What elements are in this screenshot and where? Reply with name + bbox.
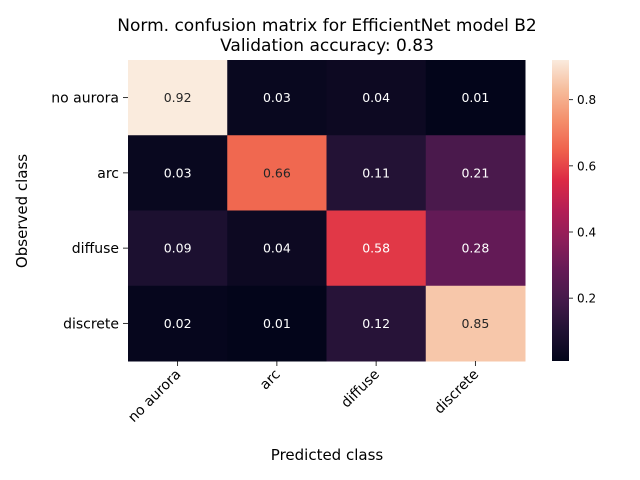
cell-value-label: 0.01 xyxy=(461,90,489,105)
y-axis-ticks: no aurora arc diffuse discrete xyxy=(51,91,128,332)
cell-value-label: 0.04 xyxy=(362,90,390,105)
x-tick-label: no aurora xyxy=(125,367,184,426)
heatmap-cell xyxy=(227,60,327,136)
y-tick-label: discrete xyxy=(63,316,119,332)
heatmap-cell xyxy=(425,60,526,136)
x-tick-label: diffuse xyxy=(338,367,383,412)
cell-value-label: 0.04 xyxy=(263,241,291,256)
cell-value-label: 0.03 xyxy=(164,165,192,180)
heatmap-cells xyxy=(128,60,526,362)
heatmap-cell xyxy=(425,210,526,287)
y-tick-label: diffuse xyxy=(72,241,119,257)
colorbar-ticks: 0.2 0.4 0.6 0.8 xyxy=(569,93,596,306)
colorbar-tick-label: 0.8 xyxy=(577,93,596,107)
x-tick-label: arc xyxy=(257,367,284,394)
y-tick-label: arc xyxy=(97,166,119,182)
cell-value-label: 0.12 xyxy=(362,316,390,331)
cell-value-label: 0.03 xyxy=(263,90,291,105)
cell-value-label: 0.66 xyxy=(263,165,291,180)
heatmap-cell xyxy=(128,285,228,362)
heatmap-cell xyxy=(425,285,526,362)
x-tick-label: discrete xyxy=(431,367,482,418)
colorbar xyxy=(552,60,569,361)
cell-value-label: 0.21 xyxy=(461,165,489,180)
cell-value-label: 0.85 xyxy=(461,316,489,331)
cell-value-label: 0.58 xyxy=(362,241,390,256)
heatmap-cell xyxy=(326,60,427,136)
chart-title: Norm. confusion matrix for EfficientNet … xyxy=(117,16,536,36)
heatmap-cell xyxy=(128,135,228,211)
heatmap-cell xyxy=(128,60,228,136)
heatmap-cell xyxy=(227,135,327,211)
y-tick-label: no aurora xyxy=(51,91,119,107)
cell-value-label: 0.28 xyxy=(461,241,489,256)
heatmap-cell-labels: 0.92 0.03 0.04 0.01 0.03 0.66 0.11 0.21 0.09 0.04… xyxy=(164,90,490,331)
cell-value-label: 0.02 xyxy=(164,316,192,331)
heatmap-cell xyxy=(326,285,427,362)
heatmap-cell xyxy=(326,135,427,211)
heatmap-cell xyxy=(227,285,327,362)
cell-value-label: 0.11 xyxy=(362,165,390,180)
colorbar-tick-label: 0.6 xyxy=(577,159,596,173)
cell-value-label: 0.01 xyxy=(263,316,291,331)
y-axis-label: Observed class xyxy=(13,154,31,268)
x-axis-ticks: no aurora arc diffuse discrete xyxy=(125,361,482,426)
heatmap-cell xyxy=(326,210,427,287)
cell-value-label: 0.92 xyxy=(164,90,192,105)
x-axis-label: Predicted class xyxy=(271,446,384,464)
heatmap-cell xyxy=(227,210,327,287)
cell-value-label: 0.09 xyxy=(164,241,192,256)
chart-subtitle: Validation accuracy: 0.83 xyxy=(220,36,434,56)
heatmap-cell xyxy=(128,210,228,287)
heatmap-cell xyxy=(425,135,526,211)
colorbar-tick-label: 0.4 xyxy=(577,226,596,240)
colorbar-tick-label: 0.2 xyxy=(577,292,596,306)
